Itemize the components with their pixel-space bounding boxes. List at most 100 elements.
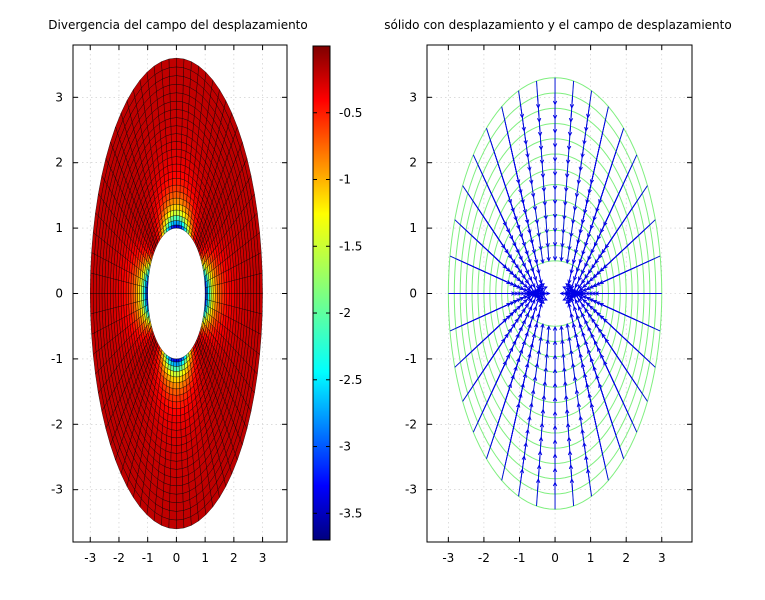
divergence-ytick-label: 3 (55, 90, 63, 104)
heatmap-cell (98, 293, 103, 313)
displacement-vector-head (587, 189, 592, 195)
displacement-vector-head (521, 126, 526, 132)
displacement-vector-head (585, 296, 591, 301)
heatmap-cell (90, 272, 94, 294)
displacement-vector-head (598, 382, 603, 388)
displacement-vector-head (552, 410, 558, 416)
displacement-vector-head (545, 243, 550, 248)
heatmap-cell (90, 312, 95, 335)
displacement-vector-head (536, 117, 542, 123)
heatmap-cell (219, 293, 223, 304)
displacement-vector-head (516, 224, 521, 230)
displacement-vector (540, 323, 544, 339)
displacement-vector-head (520, 382, 525, 388)
heatmap-cell (172, 376, 177, 384)
displacement-vector-head (536, 349, 541, 355)
heatmap-cell (176, 148, 182, 158)
displacement-vector-head (571, 322, 577, 328)
displacement-vector-head (507, 199, 512, 205)
displacement-vector-head (581, 302, 586, 308)
displacement-vector-head (516, 179, 521, 185)
displacement-vector-head (530, 267, 535, 273)
displacement-vector-head (582, 140, 587, 146)
displacement-vector-head (544, 352, 549, 358)
heatmap-cell (173, 370, 177, 378)
heatmap-cell (259, 272, 263, 294)
displacement-vector-head (562, 286, 568, 291)
heatmap-cell (241, 293, 246, 310)
displacement-vector-head (539, 295, 545, 300)
displacement-vector-head (552, 354, 558, 359)
heatmap-cell (170, 133, 177, 143)
displacement-vector-head (546, 256, 551, 262)
displacement-vector-head (521, 340, 526, 346)
displacement-vector-head (512, 308, 518, 314)
displacement-vector-head (514, 264, 519, 270)
heatmap-cell (176, 376, 180, 384)
displacement-vector-head (584, 262, 589, 268)
heatmap-cell (233, 293, 238, 308)
heatmap-cell (176, 209, 180, 217)
heatmap-cell (112, 293, 117, 309)
colorbar-tick-label: -3 (339, 440, 351, 454)
displacement-vector-head (537, 450, 543, 456)
displacement-xtick-label: 3 (658, 551, 666, 565)
displacement-vector-head (603, 221, 608, 227)
displacement-vector-head (536, 312, 541, 318)
displacement-vector-head (604, 337, 610, 343)
displacement-vector-head (520, 199, 525, 205)
displacement-ytick-label: 0 (409, 287, 417, 301)
displacement-vector-head (573, 276, 578, 282)
heatmap-cell (176, 401, 181, 410)
displacement-vector-head (531, 332, 536, 338)
displacement-vector-head (552, 382, 558, 388)
displacement-vector-head (578, 305, 582, 311)
displacement-vector-head (523, 140, 528, 146)
displacement-vector-head (600, 228, 605, 234)
displacement-vector-head (540, 292, 545, 298)
displacement-vector-head (552, 396, 558, 402)
heatmap-cell (107, 277, 111, 294)
displacement-vector-head (578, 415, 583, 421)
heatmap-cell (172, 401, 177, 410)
heatmap-cell (170, 444, 177, 454)
displacement-vector-head (525, 219, 530, 225)
displacement-vector-head (581, 269, 586, 275)
displacement-vector-head (584, 274, 589, 280)
displacement-xtick-label: 0 (551, 551, 559, 565)
displacement-vector-head (568, 464, 574, 470)
heatmap-cell (171, 422, 177, 431)
displacement-vector-head (509, 346, 513, 352)
colorbar-tick-label: -0.5 (339, 106, 362, 120)
heatmap-cell (176, 429, 182, 439)
displacement-vector-head (584, 319, 589, 325)
displacement-vector-head (578, 286, 584, 292)
heatmap-cell (176, 415, 182, 424)
divergence-ytick-label: 1 (55, 221, 63, 235)
displacement-vector-head (524, 279, 529, 285)
displacement-vector (560, 246, 563, 261)
displacement-vector-head (583, 209, 588, 215)
displacement-vector-head (587, 233, 592, 239)
heatmap-cell (176, 191, 181, 199)
displacement-vector-head (521, 455, 526, 461)
displacement-vector (536, 479, 539, 507)
displacement-vector-head (538, 436, 544, 442)
displacement-vector-head (522, 372, 527, 378)
displacement-vector-head (511, 259, 516, 265)
heatmap-cell (123, 293, 127, 306)
heatmap-cell (170, 125, 177, 135)
displacement-vector-head (507, 382, 512, 388)
displacement-vector-head (507, 254, 513, 260)
displacement-vector-head (522, 295, 528, 300)
heatmap-cell (168, 66, 177, 77)
displacement-vector-head (529, 402, 534, 408)
displacement-vector-head (569, 269, 574, 275)
displacement-vector-head (578, 322, 583, 328)
displacement-vector-head (590, 333, 595, 338)
heatmap-cell (118, 293, 122, 308)
displacement-vector-head (516, 305, 521, 310)
displacement-ytick-label: -2 (405, 417, 417, 431)
displacement-vector-head (524, 302, 529, 308)
divergence-plot-title: Divergencia del campo del desplazamiento (48, 18, 307, 32)
